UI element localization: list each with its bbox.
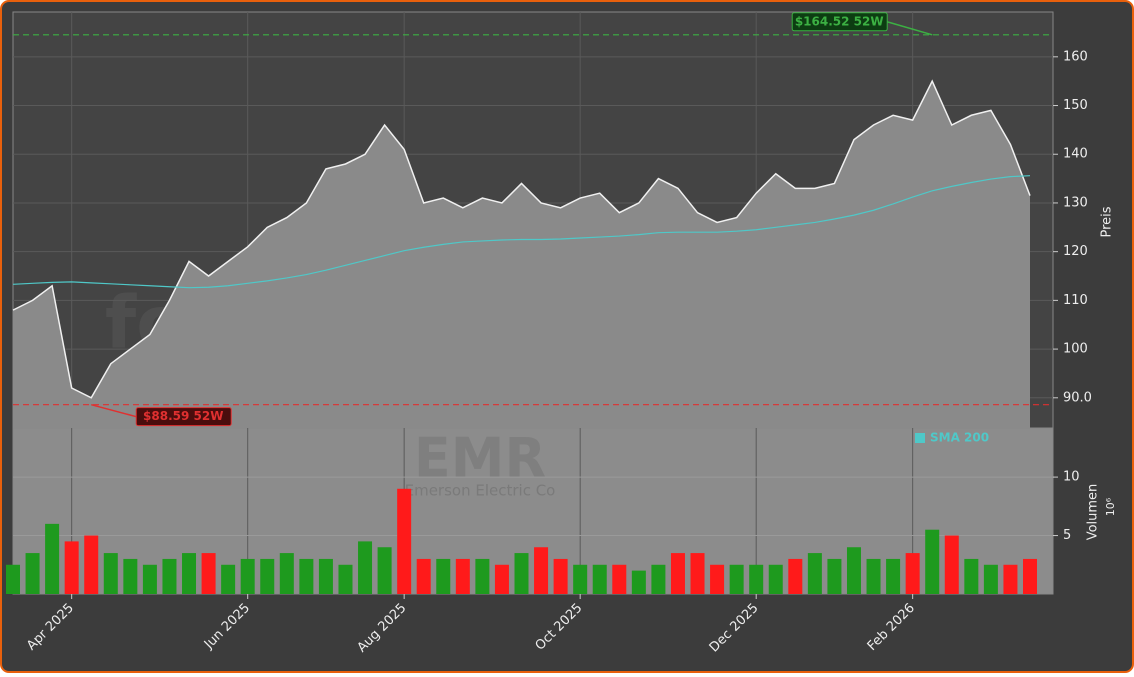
y-tick-label: 10 bbox=[1063, 470, 1080, 485]
volume-bar bbox=[25, 553, 40, 594]
volume-bar bbox=[84, 535, 99, 594]
volume-bar bbox=[670, 553, 685, 594]
volume-bar bbox=[866, 558, 881, 594]
volume-bar bbox=[201, 553, 216, 594]
y-tick-label: 100 bbox=[1063, 342, 1088, 357]
price-area bbox=[13, 81, 1030, 428]
volume-bar bbox=[690, 553, 705, 594]
high-label-box bbox=[791, 12, 888, 32]
volume-bar bbox=[299, 558, 314, 594]
volume-bar bbox=[651, 564, 666, 594]
volume-bar bbox=[377, 547, 392, 594]
volume-bar bbox=[494, 564, 509, 594]
y-axis-label: Preis bbox=[1100, 206, 1115, 237]
watermark-symbol: EMR bbox=[414, 427, 546, 490]
volume-bar bbox=[260, 558, 275, 594]
volume-bar bbox=[729, 564, 744, 594]
volume-bar bbox=[846, 547, 861, 594]
volume-bar bbox=[905, 553, 920, 594]
volume-bar bbox=[6, 564, 20, 594]
y-tick-label: 5 bbox=[1063, 528, 1071, 543]
volume-bar bbox=[162, 558, 177, 594]
volume-bar bbox=[358, 541, 373, 594]
y-tick-label: 160 bbox=[1063, 49, 1088, 64]
volume-bar bbox=[416, 558, 431, 594]
volume-bar bbox=[64, 541, 79, 594]
volume-bar bbox=[475, 558, 490, 594]
volume-bar bbox=[142, 564, 157, 594]
volume-bar bbox=[553, 558, 568, 594]
volume-bar bbox=[592, 564, 607, 594]
volume-bar bbox=[534, 547, 549, 594]
volume-bar bbox=[123, 558, 138, 594]
low-arrow bbox=[91, 403, 137, 418]
volume-bar bbox=[240, 558, 255, 594]
y-tick-label: 120 bbox=[1063, 244, 1088, 259]
volume-bar bbox=[944, 535, 959, 594]
volume-bar bbox=[827, 558, 842, 594]
volume-bar bbox=[45, 523, 60, 594]
high-arrow bbox=[887, 21, 933, 36]
volume-bar bbox=[318, 558, 333, 594]
sma-line bbox=[12, 175, 1031, 289]
high-label: $164.52 52W bbox=[795, 14, 884, 28]
y-axis-label: Volumen bbox=[1086, 484, 1101, 541]
volume-bar bbox=[221, 564, 236, 594]
volume-bar bbox=[455, 558, 470, 594]
volume-bar bbox=[397, 488, 412, 594]
volume-bar bbox=[925, 529, 940, 594]
volume-bar bbox=[631, 570, 646, 594]
volume-bar bbox=[768, 564, 783, 594]
y-tick-label: 90.0 bbox=[1063, 390, 1092, 405]
watermark-company: Emerson Electric Co bbox=[405, 482, 556, 500]
volume-bar bbox=[886, 558, 901, 594]
volume-bar bbox=[807, 553, 822, 594]
volume-bar bbox=[182, 553, 197, 594]
price-line bbox=[12, 79, 1031, 399]
y-tick-label: 110 bbox=[1063, 293, 1088, 308]
legend-label: SMA 200 bbox=[930, 431, 989, 445]
volume-bar bbox=[514, 553, 529, 594]
volume-bar bbox=[749, 564, 764, 594]
y-tick-label: 150 bbox=[1063, 98, 1088, 113]
low-label: $88.59 52W bbox=[143, 409, 223, 423]
volume-bar bbox=[573, 564, 588, 594]
low-label-box bbox=[135, 407, 232, 427]
volume-bar bbox=[279, 553, 294, 594]
y-tick-label: 130 bbox=[1063, 195, 1088, 210]
y-axis-unit: 10⁶ bbox=[1104, 497, 1117, 516]
volume-bar bbox=[338, 564, 353, 594]
volume-bar bbox=[710, 564, 725, 594]
volume-bar bbox=[1023, 558, 1037, 594]
legend-swatch bbox=[915, 433, 925, 443]
volume-bar bbox=[788, 558, 803, 594]
volume-bar bbox=[436, 558, 451, 594]
volume-bar bbox=[103, 553, 118, 594]
y-tick-label: 140 bbox=[1063, 147, 1088, 162]
volume-bar bbox=[964, 558, 979, 594]
volume-bar bbox=[1003, 564, 1018, 594]
volume-bar bbox=[612, 564, 627, 594]
volume-bar bbox=[983, 564, 998, 594]
